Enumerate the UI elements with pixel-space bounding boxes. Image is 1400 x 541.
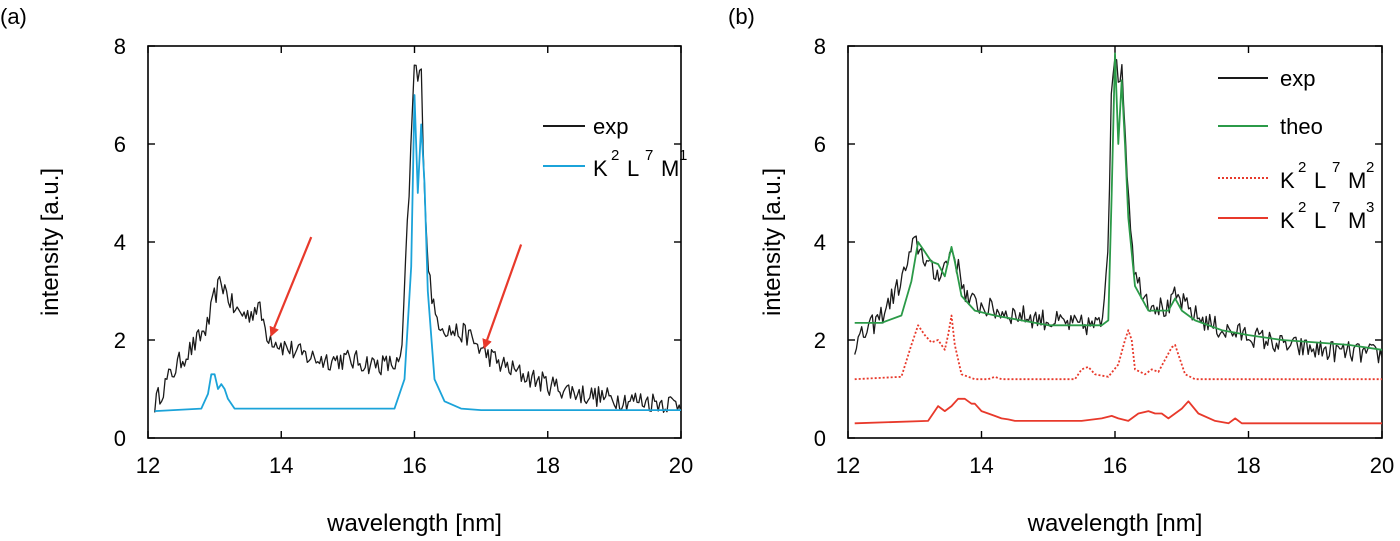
- y-tick-label: 0: [114, 426, 126, 451]
- annotation-arrow: [482, 244, 523, 350]
- series-line-exp: [154, 64, 681, 413]
- annotation-arrow: [269, 236, 313, 337]
- legend-label-superscript: 2: [1366, 159, 1374, 176]
- y-tick-label: 4: [814, 230, 826, 255]
- legend-label-letter: M: [661, 156, 679, 181]
- series-line-K2L7M2: [854, 314, 1382, 381]
- legend-label-theo: theo: [1280, 114, 1323, 139]
- panel-b: (b) 12 14 16 18 20 0 2 4 6 8 wavelength [nm] intensi…: [728, 4, 1394, 537]
- x-tick-label: 18: [536, 453, 560, 478]
- series-line-exp: [854, 58, 1382, 364]
- x-tick-label: 18: [1236, 453, 1260, 478]
- plot-area: [854, 52, 1382, 425]
- x-tick-label: 14: [969, 453, 993, 478]
- x-tick-label: 16: [402, 453, 426, 478]
- legend-label-exp: exp: [1280, 66, 1315, 91]
- plot-area: [154, 64, 681, 413]
- x-tick-label: 14: [269, 453, 293, 478]
- series-line-K2L7M1: [154, 94, 681, 412]
- y-tick-label: 0: [814, 426, 826, 451]
- panel-label: (b): [728, 4, 755, 29]
- y-tick-label: 2: [114, 328, 126, 353]
- y-tick-label: 8: [814, 34, 826, 59]
- legend-label-letter: K: [593, 156, 608, 181]
- legend-label-letter: M: [1348, 168, 1366, 193]
- y-tick-label: 6: [814, 132, 826, 157]
- y-tick-label: 6: [114, 132, 126, 157]
- x-axis-label: wavelength [nm]: [326, 510, 502, 537]
- x-axis-label: wavelength [nm]: [1027, 510, 1203, 537]
- legend-label-letter: K: [1280, 168, 1295, 193]
- series-line-K2L7M3: [854, 397, 1382, 425]
- panel-label: (a): [0, 4, 27, 29]
- legend-label-letter: L: [627, 156, 639, 181]
- x-tick-label: 16: [1103, 453, 1127, 478]
- y-axis-label: intensity [a.u.]: [37, 168, 64, 316]
- legend-label-superscript: 2: [1298, 159, 1306, 176]
- x-tick-label: 12: [136, 453, 160, 478]
- legend-label-letter: M: [1348, 208, 1366, 233]
- x-tick-label: 12: [836, 453, 860, 478]
- y-tick-label: 4: [114, 230, 126, 255]
- legend-label-exp: exp: [593, 114, 628, 139]
- y-tick-label: 8: [114, 34, 126, 59]
- legend-label-superscript: 1: [679, 147, 687, 164]
- legend-label-letter: K: [1280, 208, 1295, 233]
- legend-label-letter: L: [1314, 168, 1326, 193]
- legend-label-letter: L: [1314, 208, 1326, 233]
- legend-label-superscript: 3: [1366, 199, 1374, 216]
- y-axis-label: intensity [a.u.]: [759, 168, 786, 316]
- legend-label-superscript: 2: [611, 147, 619, 164]
- legend-label-superscript: 2: [1298, 199, 1306, 216]
- legend-label-superscript: 7: [1332, 159, 1340, 176]
- series-line-theo: [854, 52, 1382, 351]
- legend-label-superscript: 7: [645, 147, 653, 164]
- x-tick-label: 20: [669, 453, 693, 478]
- legend-label-superscript: 7: [1332, 199, 1340, 216]
- x-tick-label: 20: [1370, 453, 1394, 478]
- y-tick-label: 2: [814, 328, 826, 353]
